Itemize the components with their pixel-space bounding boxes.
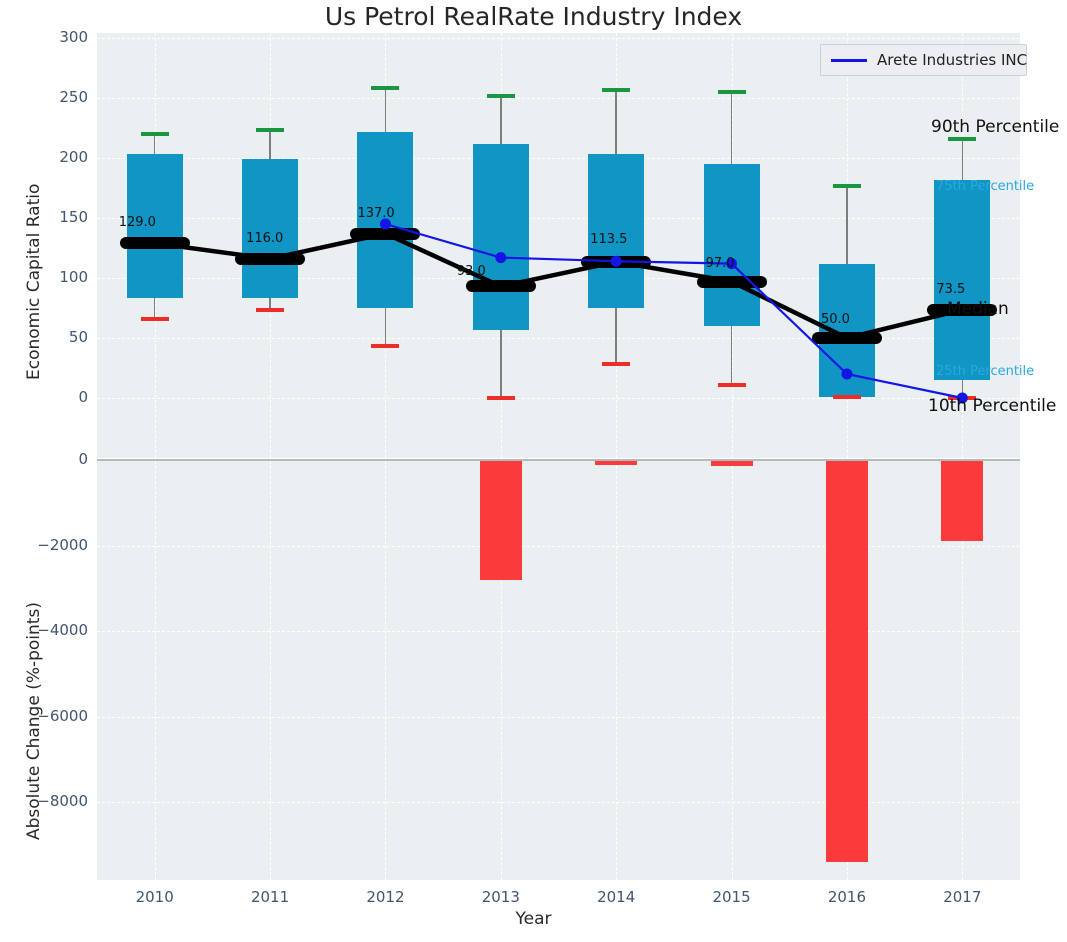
gridline-vertical <box>155 461 156 880</box>
y-tick-label: 300 <box>0 28 88 46</box>
chart-canvas: Us Petrol RealRate Industry Index 0 50 100… <box>0 0 1067 942</box>
box-iqr <box>242 159 298 298</box>
cap-90th <box>371 86 399 90</box>
box-iqr <box>704 164 760 326</box>
median-bar <box>235 253 305 265</box>
x-tick-label: 2016 <box>807 888 887 906</box>
cap-90th <box>718 90 746 94</box>
median-bar <box>350 228 420 240</box>
change-bar <box>826 461 868 862</box>
median-value-label: 93.0 <box>457 264 486 279</box>
gridline-vertical <box>270 461 271 880</box>
x-tick-label: 2017 <box>922 888 1002 906</box>
change-bar <box>595 461 637 465</box>
cap-10th <box>602 362 630 366</box>
cap-90th <box>141 132 169 136</box>
y-tick-label: −4000 <box>0 621 88 639</box>
median-value-label: 113.5 <box>590 232 627 247</box>
lower-y-axis-label: Absolute Change (%-points) <box>24 602 44 840</box>
annotation-median: Median <box>947 299 1009 319</box>
y-tick-label: 250 <box>0 88 88 106</box>
box-iqr <box>819 264 875 397</box>
cap-10th <box>371 344 399 348</box>
median-value-label: 129.0 <box>119 215 156 230</box>
median-bar <box>812 332 882 344</box>
y-tick-label: −2000 <box>0 536 88 554</box>
gridline-horizontal <box>97 631 1020 632</box>
gridline-horizontal <box>97 158 1020 159</box>
gridline-horizontal <box>97 218 1020 219</box>
annotation-10th: 10th Percentile <box>928 396 1056 416</box>
gridline-horizontal <box>97 398 1020 399</box>
gridline-vertical <box>385 461 386 880</box>
gridline-horizontal <box>97 717 1020 718</box>
cap-90th <box>487 94 515 98</box>
annotation-75th: 75th Percentile <box>936 179 1034 194</box>
change-bar <box>480 461 522 580</box>
cap-10th <box>141 317 169 321</box>
legend-label: Arete Industries INC <box>877 51 1027 69</box>
y-tick-label: 0 <box>0 388 88 406</box>
upper-plot-area <box>97 33 1020 458</box>
cap-10th <box>487 396 515 400</box>
gridline-horizontal <box>97 38 1020 39</box>
change-bar <box>941 461 983 541</box>
cap-90th <box>948 137 976 141</box>
cap-10th <box>256 308 284 312</box>
legend-line-swatch <box>831 59 867 62</box>
y-tick-label: −6000 <box>0 707 88 725</box>
cap-10th <box>718 383 746 387</box>
y-tick-label: 0 <box>0 450 88 468</box>
median-value-label: 116.0 <box>246 231 283 246</box>
annotation-90th: 90th Percentile <box>931 117 1059 137</box>
median-bar <box>697 276 767 288</box>
legend-box[interactable]: Arete Industries INC <box>820 44 1027 76</box>
y-tick-label: 200 <box>0 148 88 166</box>
change-bar <box>711 461 753 466</box>
y-tick-label: 50 <box>0 328 88 346</box>
upper-y-axis-label: Economic Capital Ratio <box>24 184 44 380</box>
gridline-horizontal <box>97 802 1020 803</box>
x-tick-label: 2015 <box>692 888 772 906</box>
gridline-horizontal <box>97 98 1020 99</box>
gridline-horizontal <box>97 546 1020 547</box>
median-bar <box>120 237 190 249</box>
median-value-label: 137.0 <box>357 206 394 221</box>
cap-10th <box>833 395 861 399</box>
cap-90th <box>256 128 284 132</box>
median-value-label: 97.0 <box>706 256 735 271</box>
x-tick-label: 2011 <box>230 888 310 906</box>
cap-90th <box>602 88 630 92</box>
x-tick-label: 2010 <box>115 888 195 906</box>
cap-90th <box>833 184 861 188</box>
chart-title: Us Petrol RealRate Industry Index <box>0 2 1067 31</box>
zero-axis-line <box>97 459 1020 461</box>
median-value-label: 73.5 <box>936 282 965 297</box>
x-axis-label: Year <box>0 909 1067 929</box>
y-tick-label: 100 <box>0 268 88 286</box>
box-iqr <box>934 180 990 380</box>
median-bar <box>466 280 536 292</box>
box-iqr <box>473 144 529 330</box>
median-bar <box>581 256 651 268</box>
median-value-label: 50.0 <box>821 312 850 327</box>
lower-plot-area <box>97 461 1020 880</box>
annotation-25th: 25th Percentile <box>936 364 1034 379</box>
x-tick-label: 2014 <box>576 888 656 906</box>
x-tick-label: 2012 <box>345 888 425 906</box>
y-tick-label: 150 <box>0 208 88 226</box>
x-tick-label: 2013 <box>461 888 541 906</box>
y-tick-label: −8000 <box>0 792 88 810</box>
gridline-vertical <box>732 461 733 880</box>
gridline-horizontal <box>97 278 1020 279</box>
gridline-vertical <box>616 461 617 880</box>
